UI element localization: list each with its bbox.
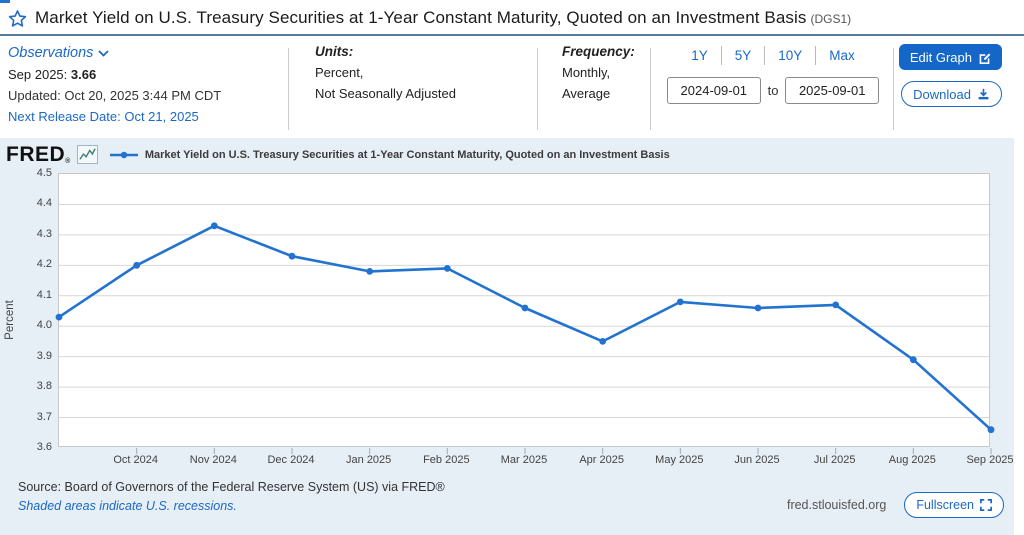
edit-graph-button[interactable]: Edit Graph [898, 44, 1002, 70]
date-range-section: 1Y 5Y 10Y Max 2024-09-01 to 2025-09-01 [651, 44, 893, 138]
edit-icon [979, 52, 991, 64]
y-tick-label: 4.4 [36, 197, 52, 210]
data-point[interactable] [754, 304, 762, 312]
source-text: Source: Board of Governors of the Federa… [18, 480, 445, 494]
sparkline-icon [76, 145, 98, 164]
end-date-input[interactable]: 2025-09-01 [785, 77, 879, 104]
data-point[interactable] [366, 268, 374, 275]
section-divider [288, 48, 289, 130]
series-legend[interactable]: Market Yield on U.S. Treasury Securities… [109, 148, 670, 161]
observations-dropdown[interactable]: Observations [8, 45, 110, 61]
x-tick-label: Jul 2025 [813, 454, 856, 466]
download-button[interactable]: Download [901, 81, 1002, 107]
data-point[interactable] [55, 313, 63, 321]
meta-row: Observations Sep 2025: 3.66 Updated: Oct… [0, 36, 1024, 138]
frequency-section: Frequency: Monthly, Average [538, 44, 650, 138]
start-date-input[interactable]: 2024-09-01 [667, 77, 761, 104]
data-point[interactable] [133, 261, 141, 269]
range-preset-5y[interactable]: 5Y [734, 48, 752, 63]
chart-footer: Source: Board of Governors of the Federa… [0, 476, 1014, 535]
frequency-label: Frequency: [562, 44, 635, 59]
x-tick-label: Jun 2025 [734, 454, 780, 466]
data-point[interactable] [909, 356, 917, 364]
actions-section: Edit Graph Download [898, 44, 1024, 138]
y-tick-label: 3.8 [36, 380, 52, 393]
y-tick-label: 4.3 [36, 227, 52, 240]
frequency-value-2: Average [562, 86, 611, 101]
x-tick-label: Jan 2025 [346, 454, 392, 466]
section-divider [537, 48, 538, 130]
range-preset-max[interactable]: Max [829, 48, 855, 63]
site-url: fred.stlouisfed.org [786, 498, 887, 512]
x-tick-label: Oct 2024 [113, 454, 158, 466]
preset-divider [720, 46, 722, 65]
data-point[interactable] [210, 222, 218, 230]
range-preset-10y[interactable]: 10Y [778, 48, 803, 63]
y-tick-label: 3.7 [36, 410, 52, 423]
section-divider [650, 48, 651, 130]
y-tick-label: 4.0 [36, 319, 52, 332]
units-value-1: Percent, [315, 65, 364, 80]
x-tick-label: Aug 2025 [888, 454, 936, 466]
x-tick-label: Apr 2025 [579, 454, 624, 466]
download-icon [978, 88, 989, 99]
plot-area-wrapper: Percent 4.5 4.4 4.3 4.2 4.1 4.0 3.9 3.8 3.7 3.6 O… [0, 166, 1014, 476]
fred-logo[interactable]: FRED® [6, 143, 71, 166]
fullscreen-icon [980, 499, 992, 511]
latest-observation: Sep 2025: 3.66 [8, 67, 97, 82]
latest-observation-value: 3.66 [70, 67, 97, 82]
chart-header: FRED® Market Yield on U.S. Treasury Secu… [0, 138, 1014, 166]
x-tick-label: May 2025 [655, 454, 704, 466]
fullscreen-button[interactable]: Fullscreen [904, 492, 1004, 518]
x-tick-label: Mar 2025 [500, 454, 548, 466]
plot-area[interactable] [55, 173, 995, 454]
units-value-2: Not Seasonally Adjusted [315, 86, 456, 101]
x-tick-label: Dec 2024 [267, 454, 315, 466]
browser-crop-artifact [0, 0, 10, 3]
favorite-star-icon[interactable] [8, 9, 27, 28]
legend-label: Market Yield on U.S. Treasury Securities… [144, 148, 670, 161]
range-preset-1y[interactable]: 1Y [691, 48, 708, 63]
x-tick-label: Nov 2024 [189, 454, 237, 466]
preset-divider [764, 46, 766, 65]
y-tick-label: 3.9 [36, 349, 52, 362]
chart-card: FRED® Market Yield on U.S. Treasury Secu… [0, 138, 1014, 535]
series-id: (DGS1) [810, 12, 852, 26]
data-point[interactable] [987, 426, 995, 434]
data-point[interactable] [832, 301, 840, 309]
next-release-link[interactable]: Next Release Date: Oct 21, 2025 [8, 109, 199, 124]
data-point[interactable] [443, 265, 451, 272]
data-point[interactable] [288, 252, 296, 260]
units-label: Units: [315, 44, 354, 59]
chevron-down-icon [98, 49, 110, 57]
y-tick-label: 4.5 [36, 167, 52, 179]
preset-divider [815, 46, 817, 65]
title-row: Market Yield on U.S. Treasury Securities… [0, 0, 1024, 36]
legend-line-marker-icon [109, 151, 138, 158]
data-point[interactable] [521, 304, 529, 312]
units-section: Units: Percent, Not Seasonally Adjusted [289, 44, 537, 138]
y-tick-label: 4.2 [36, 258, 52, 271]
observations-section: Observations Sep 2025: 3.66 Updated: Oct… [0, 44, 288, 138]
data-point[interactable] [599, 338, 607, 345]
page-title: Market Yield on U.S. Treasury Securities… [35, 8, 807, 27]
observations-label: Observations [8, 45, 94, 61]
recession-note-link[interactable]: Shaded areas indicate U.S. recessions. [18, 499, 237, 513]
updated-timestamp: Updated: Oct 20, 2025 3:44 PM CDT [8, 88, 222, 103]
y-tick-label: 3.6 [36, 441, 52, 453]
section-divider [893, 48, 894, 130]
range-presets: 1Y 5Y 10Y Max [667, 46, 879, 65]
frequency-value-1: Monthly, [562, 65, 611, 80]
data-point[interactable] [676, 298, 684, 306]
date-range-to-label: to [767, 83, 779, 98]
x-tick-label: Feb 2025 [423, 454, 470, 466]
y-tick-label: 4.1 [36, 288, 52, 301]
x-tick-label: Sep 2025 [966, 454, 1014, 466]
